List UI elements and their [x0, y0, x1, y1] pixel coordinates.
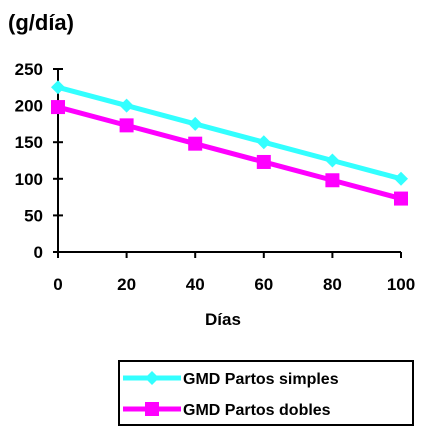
- x-tick-label: 20: [117, 275, 136, 294]
- series-line: [57, 104, 402, 201]
- legend-label: GMD Partos dobles: [183, 402, 331, 419]
- series-layer: [51, 80, 408, 206]
- data-point: [51, 80, 65, 95]
- data-point: [51, 100, 65, 115]
- series-1: [51, 80, 408, 186]
- x-tick-label: 60: [254, 275, 273, 294]
- series-2: [51, 100, 408, 206]
- y-tick-label: 100: [15, 170, 43, 189]
- x-axis-label: Días: [205, 310, 241, 329]
- x-tick-label: 40: [186, 275, 205, 294]
- data-point: [119, 98, 134, 113]
- data-point: [394, 191, 408, 206]
- data-point: [394, 171, 408, 186]
- y-tick-label: 150: [15, 133, 43, 152]
- legend: GMD Partos simples GMD Partos dobles: [118, 360, 414, 426]
- y-tick-label: 0: [34, 243, 43, 262]
- x-tick-label: 0: [53, 275, 62, 294]
- data-point: [325, 153, 340, 168]
- legend-label: GMD Partos simples: [183, 371, 339, 388]
- x-tick-label: 100: [387, 275, 415, 294]
- y-axis-label: (g/día): [8, 10, 74, 35]
- data-point: [188, 136, 203, 151]
- data-point: [256, 135, 271, 150]
- legend-box: [118, 360, 414, 426]
- data-point: [188, 116, 203, 131]
- data-point: [325, 173, 340, 188]
- legend-marker: [145, 371, 159, 385]
- legend-marker: [145, 402, 159, 416]
- data-point: [119, 118, 134, 133]
- y-tick-label: 250: [15, 60, 43, 79]
- axes: 0 50 100 150 200 250 0 20 40 60 80 100: [15, 60, 416, 294]
- y-tick-label: 50: [24, 206, 43, 225]
- y-tick-label: 200: [15, 97, 43, 116]
- data-point: [256, 154, 271, 169]
- x-tick-label: 80: [323, 275, 342, 294]
- series-line: [57, 84, 402, 182]
